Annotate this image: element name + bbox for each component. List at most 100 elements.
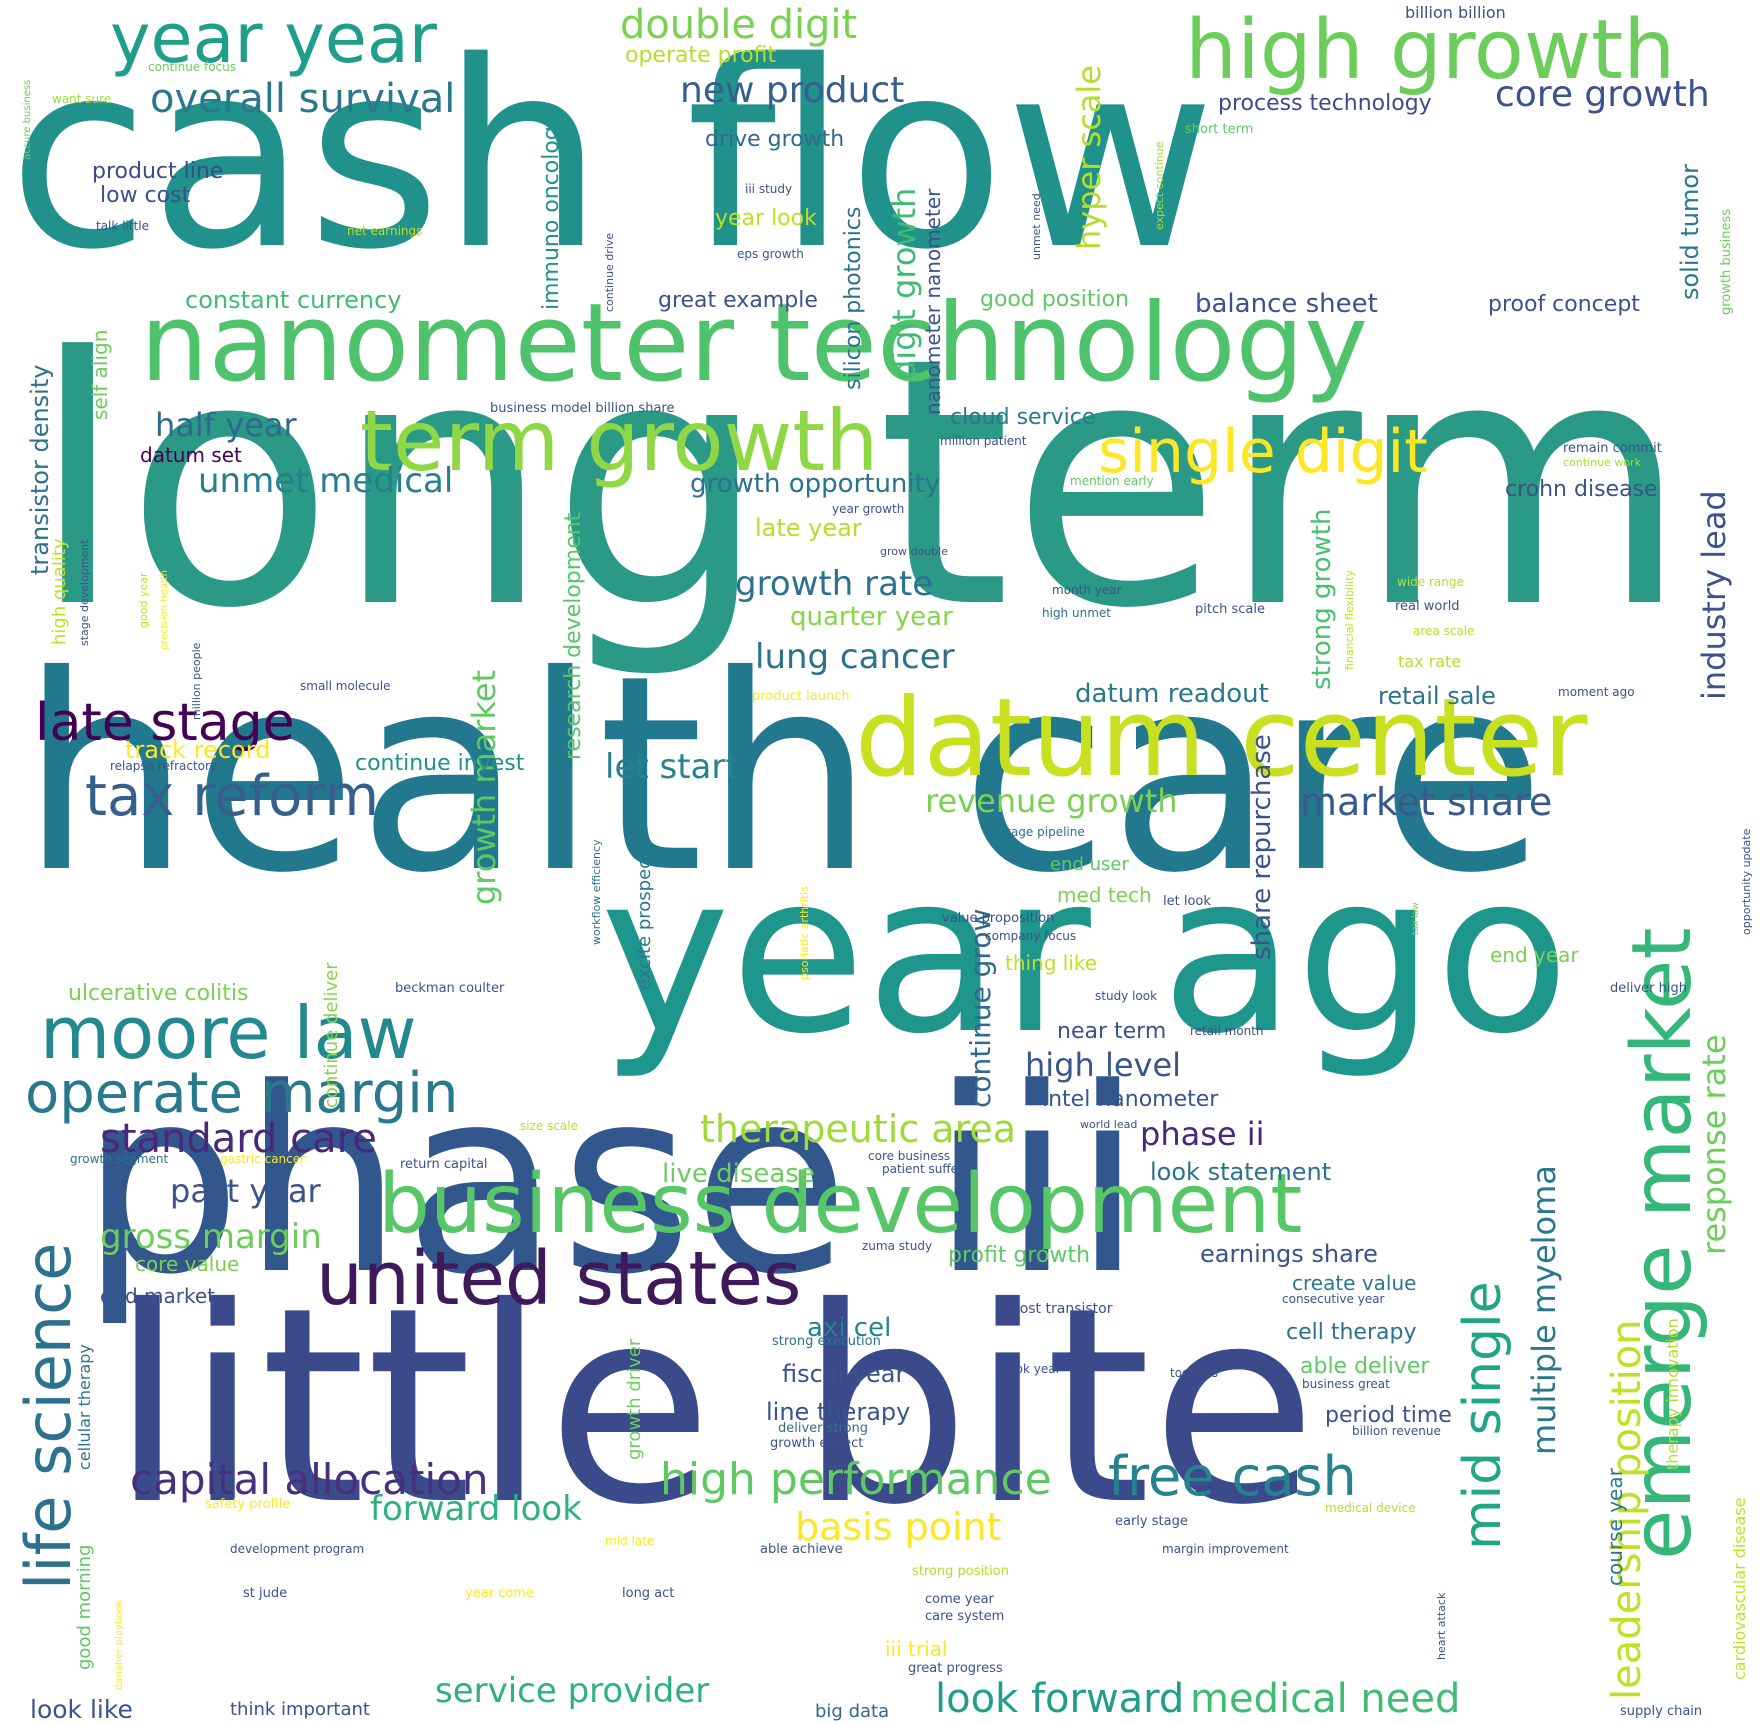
word-year-look: year look (715, 206, 817, 231)
word-therapeutic-area: therapeutic area (700, 1107, 1016, 1151)
word-market-share: market share (1300, 780, 1552, 824)
word-core-business: core business (868, 1149, 950, 1163)
word-great-progress: great progress (908, 1661, 1003, 1676)
word-iii-trial: iii trial (885, 1637, 947, 1661)
word-world-lead: world lead (1080, 1118, 1137, 1131)
word-area-scale: area scale (1413, 624, 1475, 638)
word-short-term: short term (1185, 122, 1253, 137)
word-think-important: think important (230, 1699, 370, 1720)
word-crohn-disease: crohn disease (1505, 477, 1658, 502)
word-life-science: life science (12, 1243, 85, 1590)
word-good-position: good position (980, 287, 1129, 312)
word-single-digit: single digit (1098, 417, 1428, 487)
word-precision-health: precision health (159, 570, 170, 650)
word-new-product: new product (680, 70, 904, 111)
word-low-cost: low cost (100, 183, 191, 208)
word-late-year: late year (755, 514, 862, 542)
word-grow-double: grow double (880, 545, 948, 558)
word-let-look: let look (1163, 894, 1211, 909)
word-deliver-high: deliver high (1610, 981, 1687, 996)
word-strong-growth: strong growth (1307, 509, 1337, 690)
word-revenue-growth: revenue growth (925, 782, 1178, 820)
word-million-people: million people (190, 642, 203, 720)
word-tax-law: tax law (1411, 902, 1421, 935)
word-real-world: real world (1395, 599, 1460, 614)
word-period-time: period time (1325, 1403, 1452, 1428)
word-free-cash: free cash (1108, 1445, 1357, 1508)
word-immuno-oncology: immuno oncology (539, 113, 564, 310)
word-research-development: research development (561, 512, 586, 760)
word-relapse-refractory: relapse refractory (110, 759, 217, 773)
word-value-proposition: value proposition (942, 911, 1054, 926)
word-near-term: near term (1057, 1019, 1166, 1044)
word-psoriatic-arthritis: psoriatic arthritis (798, 886, 811, 980)
word-live-disease: live disease (662, 1159, 815, 1189)
word-growth-driver: growth driver (624, 1338, 645, 1460)
word-response-rate: response rate (1695, 1034, 1733, 1255)
word-quarter-year: quarter year (790, 602, 953, 632)
word-month-year: month year (1052, 583, 1122, 597)
word-year-come: year come (465, 1586, 534, 1601)
word-billion-revenue: billion revenue (1352, 1424, 1441, 1438)
word-process-technology: process technology (1218, 91, 1432, 116)
word-multiple-myeloma: multiple myeloma (1525, 1165, 1563, 1455)
word-datum-center: datum center (855, 676, 1588, 801)
word-self-align: self align (88, 330, 112, 420)
word-high-growth: high growth (1185, 3, 1675, 98)
word-year-ago: year ago (600, 826, 1570, 1082)
word-phase-ii: phase ii (1140, 1115, 1265, 1153)
word-size-scale: size scale (520, 1119, 578, 1133)
word-million-patient: million patient (940, 434, 1027, 448)
word-operate-margin: operate margin (25, 1061, 458, 1126)
word-big-data: big data (815, 1701, 889, 1722)
word-year-year: year year (110, 0, 438, 79)
word-opportunity-update: opportunity update (1740, 828, 1753, 935)
word-share-repurchase: share repurchase (1247, 734, 1277, 960)
word-end-user: end user (1050, 854, 1129, 875)
word-cost-transistor: cost transistor (1012, 1301, 1113, 1317)
word-little-bite: little bite (110, 1249, 1317, 1564)
word-wide-range: wide range (1397, 575, 1464, 589)
word-high-level: high level (1025, 1046, 1181, 1084)
word-tax-rate: tax rate (1398, 652, 1461, 671)
word-tax-reform: tax reform (85, 764, 379, 829)
word-cloud-service: cloud service (950, 405, 1095, 430)
word-growth-rate: growth rate (735, 564, 933, 604)
word-come-year: come year (925, 1592, 995, 1607)
word-expect-continue: expect continue (1153, 141, 1166, 230)
word-continue-focus: continue focus (148, 60, 236, 74)
word-supply-chain: supply chain (1620, 1704, 1702, 1719)
word-high-unmet: high unmet (1042, 606, 1111, 620)
word-lung-cancer: lung cancer (755, 637, 955, 677)
word-long-term: long term (30, 285, 1689, 683)
word-axi-cel: axi cel (807, 1313, 891, 1343)
word-intel-nanometer: intel nanometer (1042, 1087, 1219, 1112)
word-ulcerative-colitis: ulcerative colitis (68, 981, 248, 1006)
word-stage-pipeline: stage pipeline (1000, 825, 1085, 839)
word-safety-profile: safety profile (205, 1497, 290, 1512)
word-proof-concept: proof concept (1488, 292, 1640, 317)
word-mid-single: mid single (1453, 1281, 1513, 1550)
word-unmet-need: unmet need (1030, 193, 1043, 260)
word-late-stage: late stage (35, 693, 295, 753)
word-study-look: study look (1095, 989, 1157, 1003)
word-industry-lead: industry lead (1695, 490, 1733, 700)
word-iii-study: iii study (745, 182, 792, 196)
word-great-example: great example (658, 288, 818, 313)
word-let-start: let start (605, 747, 739, 787)
word-continue-work: continue work (1563, 456, 1642, 469)
word-look-year: look year (1005, 1362, 1061, 1376)
word-good-morning: good morning (74, 1545, 95, 1670)
word-return-capital: return capital (400, 1157, 488, 1172)
word-term-growth: term growth (360, 392, 878, 490)
word-united-states: united states (316, 1236, 801, 1322)
word-thing-like: thing like (1005, 951, 1097, 975)
word-margin-improvement: margin improvement (1162, 1542, 1289, 1556)
word-core-value: core value (135, 1252, 239, 1276)
word-accure-business: accure business (22, 80, 33, 160)
word-track-record: track record (125, 736, 270, 764)
word-nanometer-technology: nanometer technology (140, 281, 1368, 406)
word-profit-growth: profit growth (948, 1243, 1090, 1268)
word-end-year: end year (1490, 943, 1579, 967)
word-half-year: half year (155, 406, 297, 444)
